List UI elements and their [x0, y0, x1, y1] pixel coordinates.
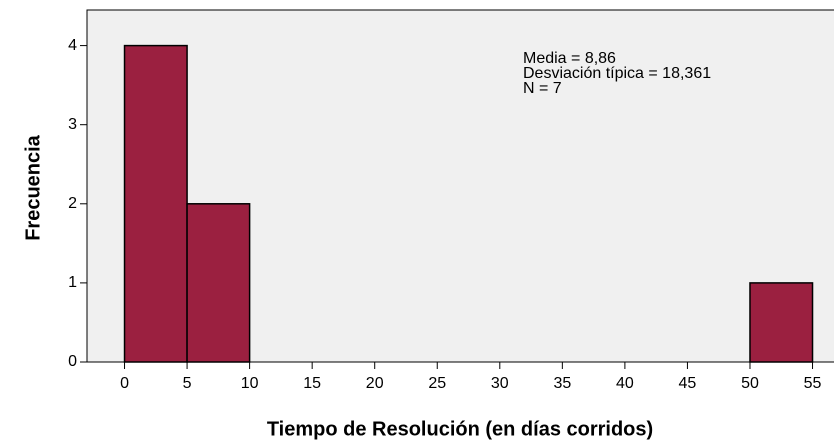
x-tick-label: 10 — [241, 375, 259, 392]
x-tick-label: 15 — [303, 375, 321, 392]
x-tick-label: 20 — [366, 375, 384, 392]
y-axis-title: Frecuencia — [22, 134, 44, 240]
y-tick-label: 4 — [68, 37, 77, 54]
annotation: N = 7 — [523, 80, 562, 97]
annotation: Media = 8,86 — [523, 50, 616, 67]
x-axis-title: Tiempo de Resolución (en días corridos) — [267, 418, 653, 440]
y-tick-label: 1 — [68, 274, 77, 291]
bar — [749, 282, 814, 363]
x-tick-label: 50 — [741, 375, 759, 392]
annotation: Desviación típica = 18,361 — [523, 65, 711, 82]
y-tick-label: 3 — [68, 116, 77, 133]
x-tick-label: 45 — [679, 375, 697, 392]
x-tick-label: 55 — [804, 375, 822, 392]
x-tick-label: 35 — [553, 375, 571, 392]
x-tick-label: 25 — [428, 375, 446, 392]
y-tick-label: 2 — [68, 195, 77, 212]
x-tick-label: 40 — [616, 375, 634, 392]
x-tick-label: 30 — [491, 375, 509, 392]
x-tick-label: 5 — [183, 375, 192, 392]
y-tick-label: 0 — [68, 353, 77, 370]
x-tick-label: 0 — [120, 375, 129, 392]
bar — [186, 203, 251, 363]
bar — [123, 44, 188, 363]
